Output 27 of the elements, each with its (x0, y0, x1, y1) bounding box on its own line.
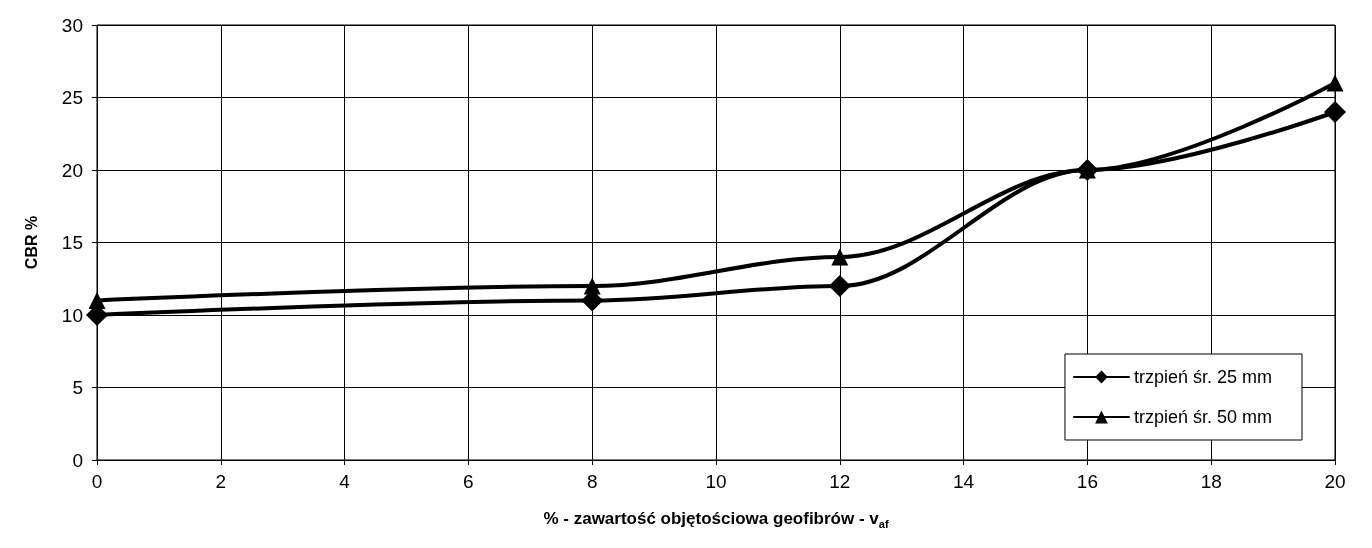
y-tick-label: 30 (61, 14, 83, 36)
x-tick-label: 14 (953, 471, 975, 492)
point (1324, 101, 1346, 123)
legend-label: trzpień śr. 25 mm (1133, 367, 1273, 387)
x-tick-label: 6 (463, 471, 474, 492)
x-tick-label: 4 (339, 471, 351, 492)
x-tick-label: 16 (1076, 471, 1098, 492)
point (583, 277, 601, 295)
y-tick-label: 5 (72, 377, 83, 398)
y-axis-title: CBR % (22, 215, 40, 270)
x-tick-label: 2 (215, 471, 227, 492)
x-tick-label: 20 (1324, 471, 1346, 492)
x-tick-label: 0 (91, 471, 103, 492)
legend-label: trzpień śr. 50 mm (1133, 407, 1273, 427)
y-tick-label: 10 (61, 304, 83, 326)
y-tick-label: 0 (72, 449, 83, 471)
y-tick-label: 20 (61, 159, 83, 181)
point (828, 275, 851, 297)
x-tick-label: 10 (705, 471, 727, 492)
x-tick-label: 12 (829, 471, 851, 492)
point (1326, 74, 1344, 92)
x-tick-label: 8 (586, 471, 598, 492)
x-tick-label: 18 (1200, 471, 1222, 492)
point (88, 292, 106, 309)
y-tick-label: 25 (61, 87, 83, 108)
point (831, 248, 849, 266)
y-tick-label: 15 (61, 232, 83, 253)
